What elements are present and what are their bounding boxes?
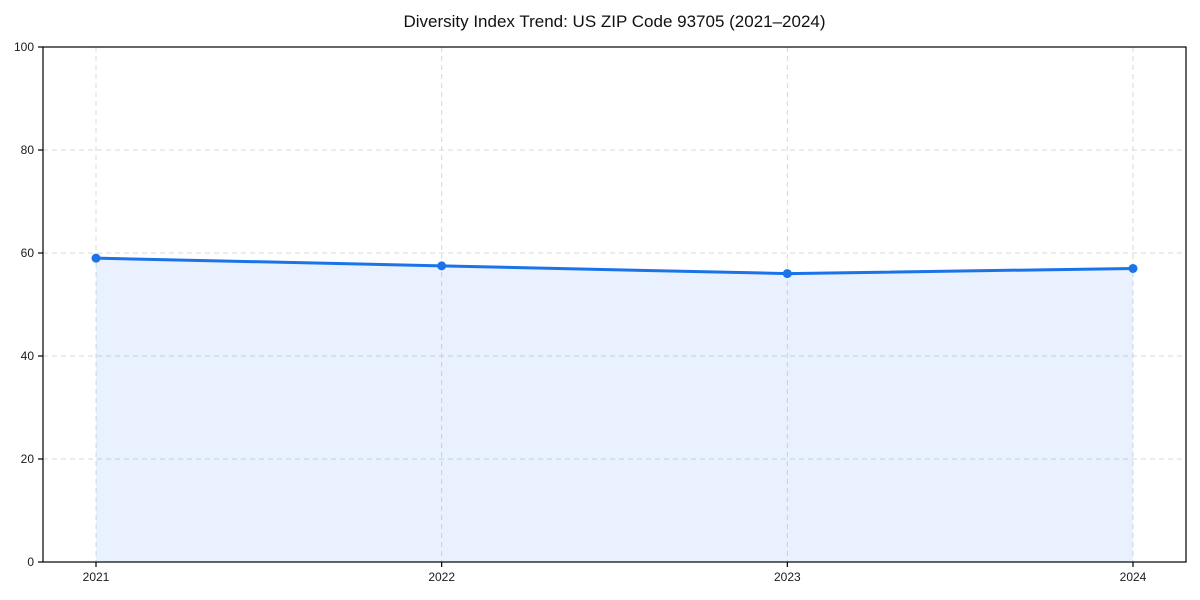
y-tick-label: 80 (21, 143, 35, 157)
x-tick-label: 2023 (774, 570, 801, 584)
x-tick-label: 2022 (428, 570, 455, 584)
y-tick-label: 60 (21, 246, 35, 260)
area-fill (96, 258, 1133, 562)
plot-frame (42, 46, 1187, 563)
chart-title: Diversity Index Trend: US ZIP Code 93705… (403, 12, 826, 31)
y-tick-label: 0 (27, 555, 34, 569)
trend-line (94, 256, 1135, 276)
y-tick-label: 100 (14, 40, 34, 54)
data-point (91, 253, 101, 263)
y-tick-label: 40 (21, 349, 35, 363)
data-point (1128, 263, 1138, 273)
y-tick-label: 20 (21, 452, 35, 466)
data-point (782, 269, 792, 279)
data-point (437, 261, 447, 271)
x-tick-label: 2021 (83, 570, 110, 584)
x-tick-label: 2024 (1120, 570, 1147, 584)
